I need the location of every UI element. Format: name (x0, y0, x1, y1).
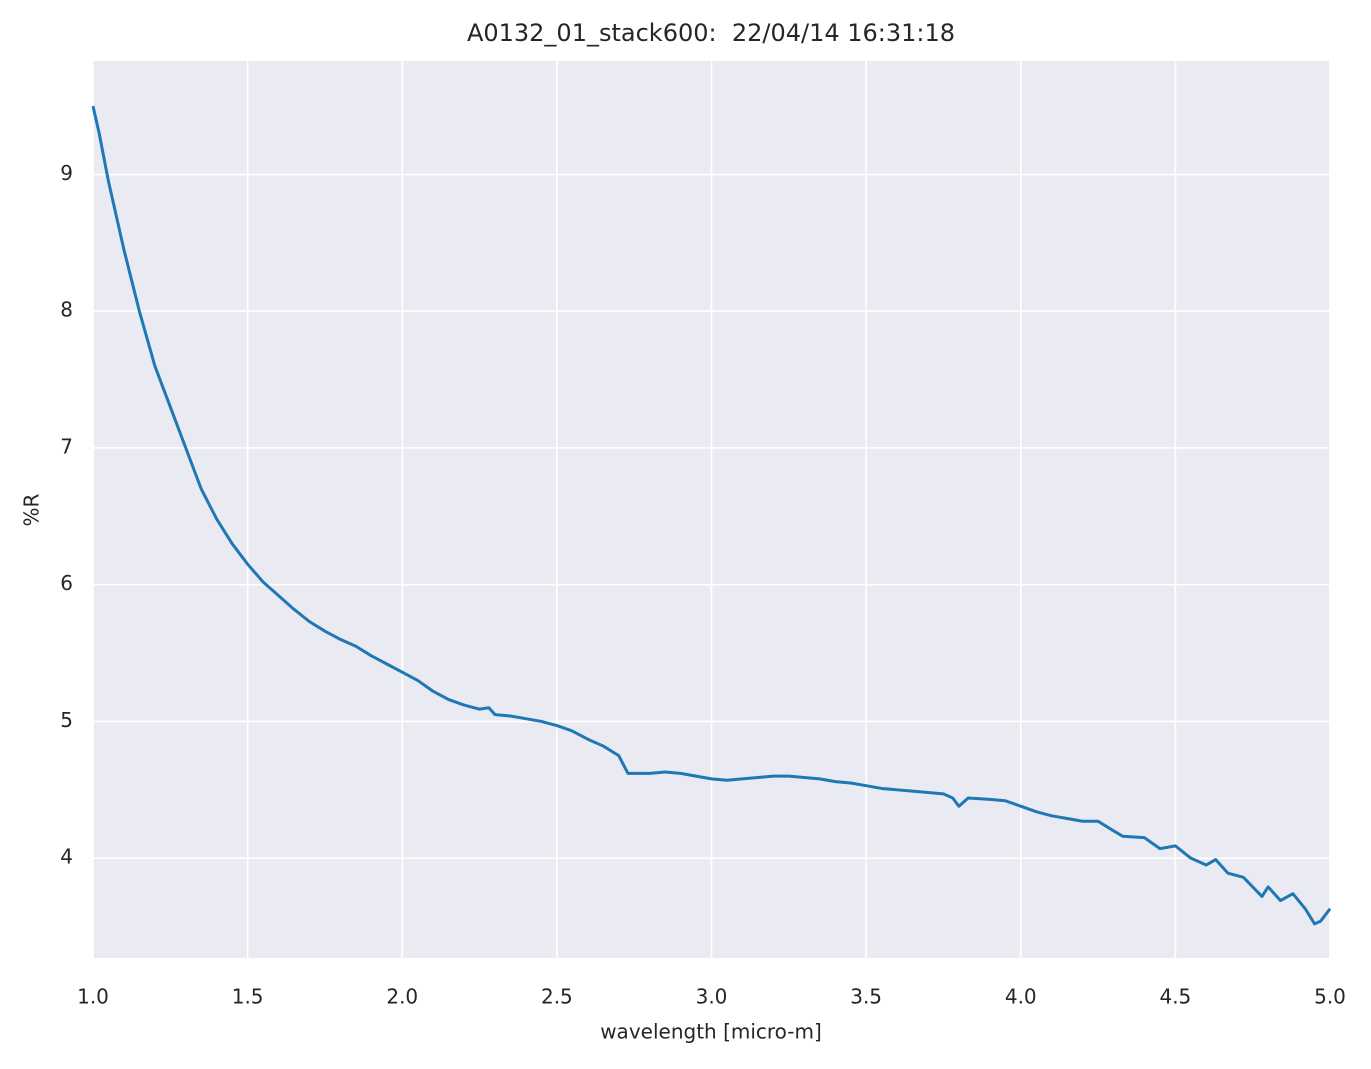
y-tick-label: 4 (60, 845, 73, 869)
chart-title: A0132_01_stack600: 22/04/14 16:31:18 (467, 19, 955, 47)
x-tick-label: 5.0 (1314, 985, 1346, 1009)
x-tick-label: 1.5 (232, 985, 264, 1009)
x-axis-label: wavelength [micro-m] (600, 1020, 822, 1044)
y-tick-label: 7 (60, 434, 73, 458)
y-tick-label: 9 (60, 161, 73, 185)
y-axis-label: %R (20, 493, 44, 526)
x-tick-label: 2.5 (541, 985, 573, 1009)
x-tick-label: 3.5 (850, 985, 882, 1009)
x-tick-label: 3.0 (696, 985, 728, 1009)
y-tick-label: 6 (60, 571, 73, 595)
x-tick-label: 1.0 (77, 985, 109, 1009)
y-tick-label: 8 (60, 298, 73, 322)
x-tick-label: 4.0 (1005, 985, 1037, 1009)
x-tick-label: 4.5 (1159, 985, 1191, 1009)
x-tick-label: 2.0 (386, 985, 418, 1009)
y-tick-label: 5 (60, 708, 73, 732)
data-line (91, 105, 1332, 926)
